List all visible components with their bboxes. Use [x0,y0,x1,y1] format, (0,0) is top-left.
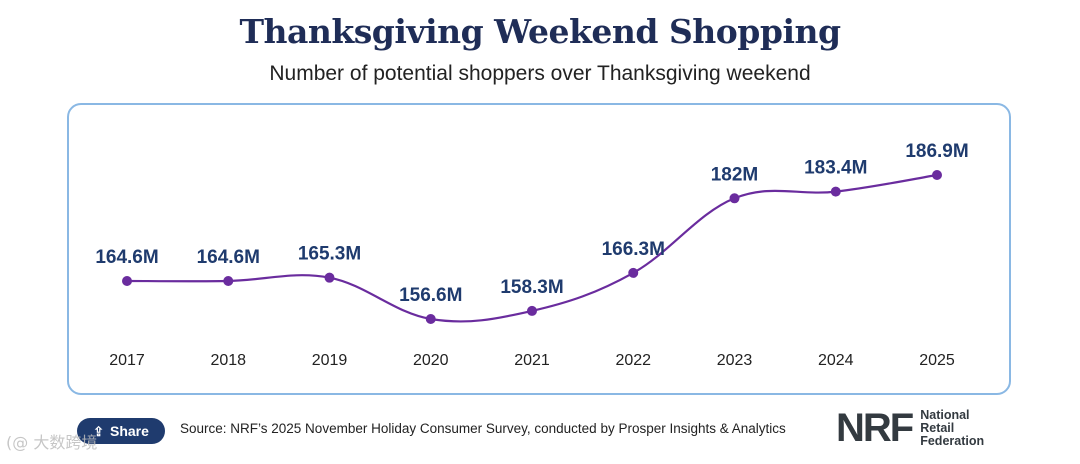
watermark: (@ 大数跨境 [6,433,98,452]
data-label-2023: 182M [711,164,759,185]
logo-line-3: Federation [920,433,985,448]
share-button[interactable]: ⇪ Share [77,418,165,444]
data-point-2022[interactable] [628,267,639,278]
x-tick-2022: 2022 [615,352,651,369]
x-tick-2023: 2023 [717,352,753,369]
data-label-2024: 183.4M [804,158,867,179]
data-point-2021[interactable] [527,305,537,316]
data-label-2021: 158.3M [500,277,563,298]
share-label: Share [109,423,149,439]
data-point-2017[interactable] [122,275,132,286]
x-tick-2025: 2025 [919,352,955,369]
data-point-2023[interactable] [729,193,740,204]
x-tick-2020: 2020 [413,352,449,369]
data-point-2018[interactable] [223,275,234,286]
share-icon: ⇪ [93,423,104,439]
chart-subtitle: Number of potential shoppers over Thanks… [269,62,811,85]
chart-title: Thanksgiving Weekend Shopping [239,12,841,51]
data-label-2019: 165.3M [298,244,361,265]
data-label-2025: 186.9M [905,141,968,162]
x-tick-2024: 2024 [818,352,854,369]
source-note: Source: NRF’s 2025 November Holiday Cons… [180,421,786,436]
data-point-2025[interactable] [932,170,942,180]
x-tick-2017: 2017 [109,352,145,369]
data-point-2020[interactable] [425,314,436,324]
logo-line-2: Retail [920,420,955,435]
x-tick-2021: 2021 [514,352,550,369]
data-point-2024[interactable] [830,186,841,197]
data-point-2019[interactable] [324,272,335,283]
data-label-2020: 156.6M [399,285,462,306]
x-tick-2019: 2019 [312,352,348,369]
x-tick-2018: 2018 [210,352,246,369]
logo-mark: NRF [836,406,914,450]
data-label-2018: 164.6M [197,247,260,268]
nrf-logo[interactable]: NRF National Retail Federation [836,408,984,448]
logo-text: National Retail Federation [920,407,985,448]
chart-frame [67,103,1011,395]
logo-line-1: National [920,407,970,422]
data-label-2017: 164.6M [95,247,158,268]
data-label-2022: 166.3M [602,239,665,260]
